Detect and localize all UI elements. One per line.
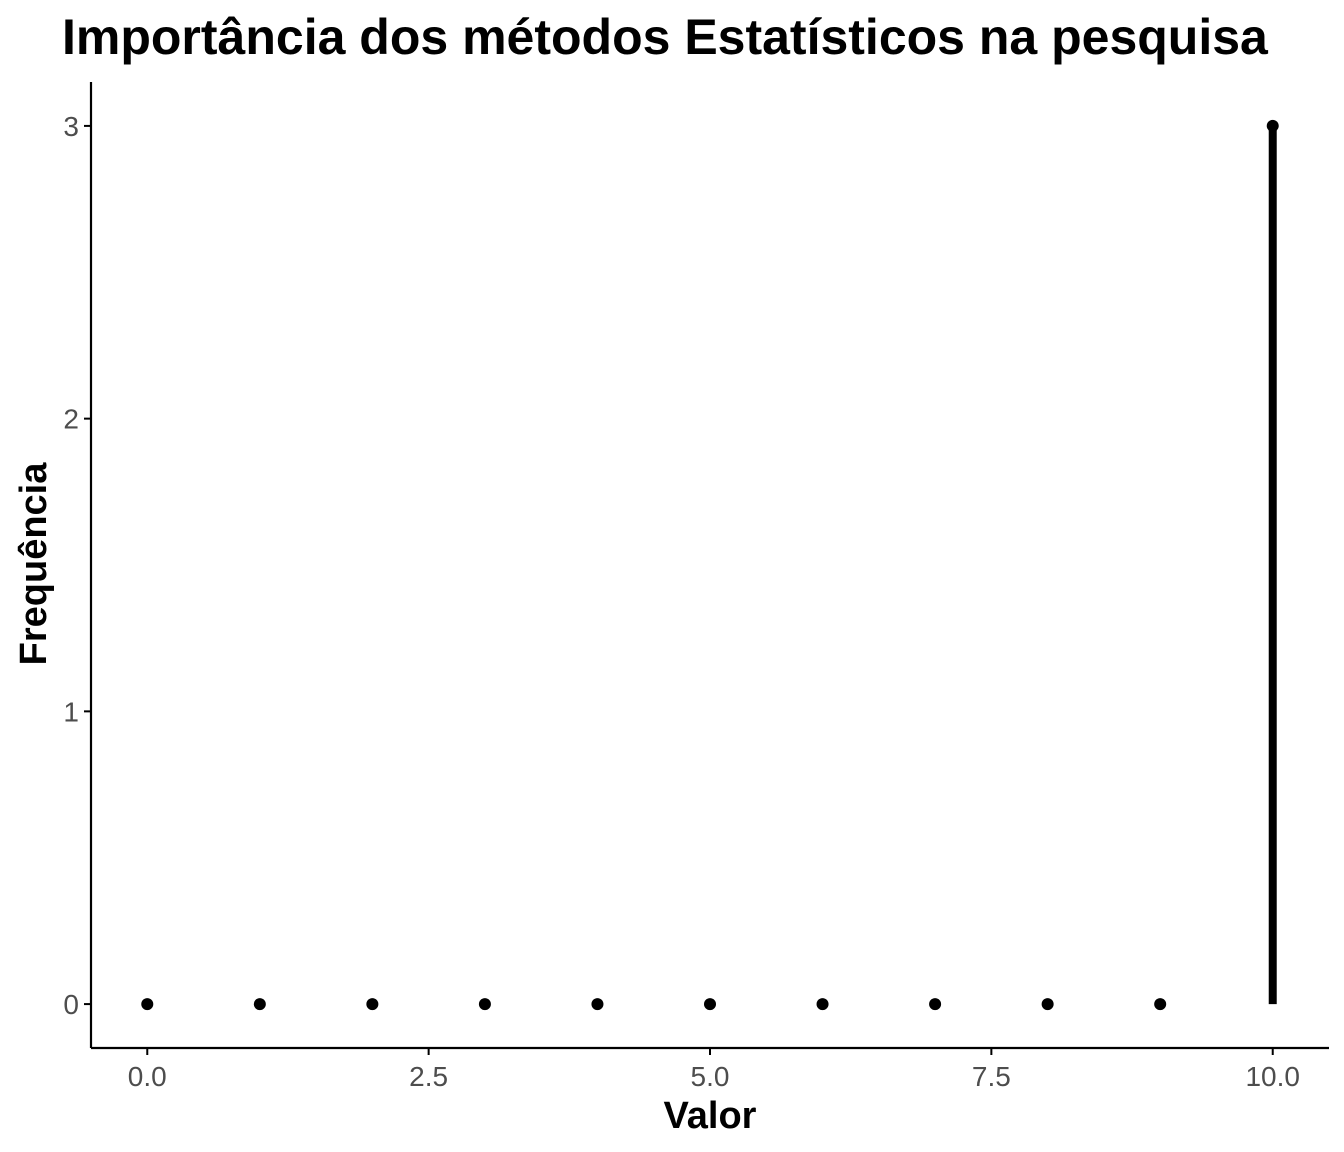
point-10 [1266, 119, 1279, 132]
axes: 0.0 2.5 5.0 7.5 10.0 0 1 2 3 [63, 82, 1329, 1092]
y-tick-label-3: 3 [63, 111, 79, 142]
point-0 [141, 998, 154, 1011]
point-2 [366, 998, 379, 1011]
x-tick-label-4: 10.0 [1245, 1061, 1300, 1092]
plot-marks [141, 119, 1279, 1011]
point-4 [591, 998, 604, 1011]
point-6 [816, 998, 829, 1011]
point-7 [929, 998, 942, 1011]
point-1 [253, 998, 266, 1011]
y-tick-label-2: 2 [63, 404, 79, 435]
point-9 [1154, 998, 1167, 1011]
y-axis-title: Frequência [13, 462, 55, 666]
x-tick-label-0: 0.0 [128, 1061, 167, 1092]
x-tick-label-1: 2.5 [409, 1061, 448, 1092]
point-3 [478, 998, 491, 1011]
x-axis-title: Valor [664, 1095, 757, 1137]
point-8 [1041, 998, 1054, 1011]
y-tick-label-1: 1 [63, 696, 79, 727]
y-tick-label-0: 0 [63, 989, 79, 1020]
x-tick-label-3: 7.5 [972, 1061, 1011, 1092]
chart-title: Importância dos métodos Estatísticos na … [62, 9, 1269, 65]
x-tick-label-2: 5.0 [691, 1061, 730, 1092]
point-5 [704, 998, 716, 1011]
